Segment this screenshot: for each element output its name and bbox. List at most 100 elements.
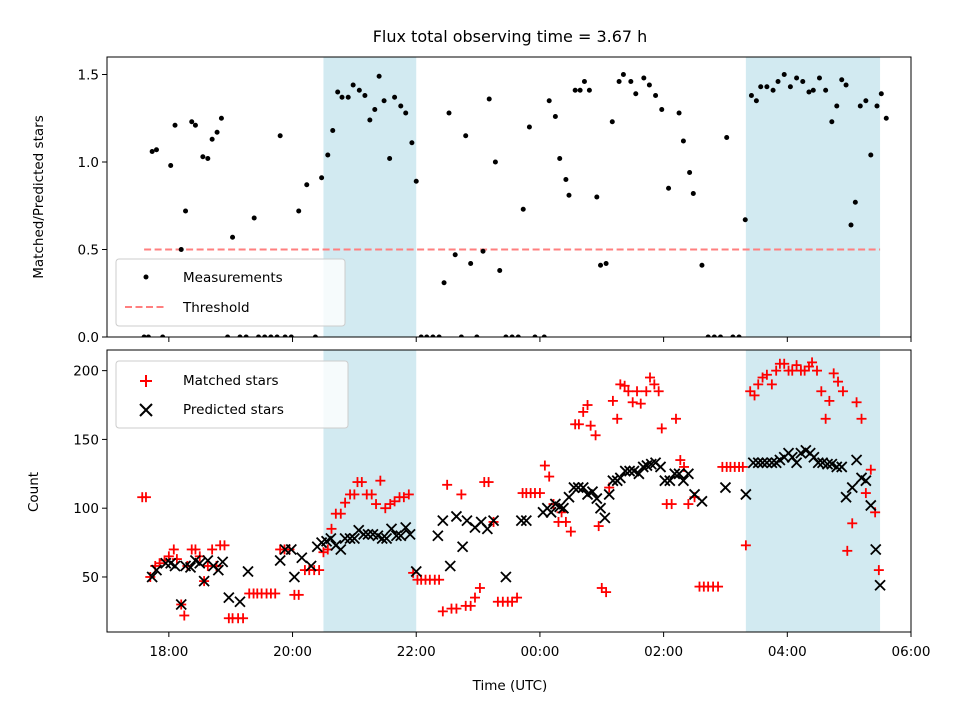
matched-star-point <box>293 589 304 600</box>
measurement-point <box>857 103 863 109</box>
predicted-star-point <box>840 491 852 503</box>
matched-star-point <box>619 380 630 391</box>
x-tick-label: 18:00 <box>149 644 188 660</box>
measurement-point <box>463 133 469 139</box>
matched-star-point <box>179 610 190 621</box>
predicted-star-point <box>846 481 858 494</box>
predicted-star-point <box>520 514 532 527</box>
measurement-point <box>633 91 639 97</box>
predicted-star-point <box>400 521 412 534</box>
measurement-point <box>387 156 393 161</box>
measurement-point <box>753 98 759 104</box>
measurement-point <box>563 177 569 182</box>
legend-label-matched: Matched stars <box>183 373 279 389</box>
matched-star-point <box>585 420 596 431</box>
matched-star-point <box>807 357 818 368</box>
predicted-star-point <box>677 475 690 487</box>
measurement-point <box>424 334 430 337</box>
measurement-point <box>787 84 793 90</box>
measurement-point <box>718 334 724 337</box>
predicted-star-point <box>623 465 636 477</box>
x-tick-label: 02:00 <box>644 644 683 660</box>
measurement-point <box>541 334 547 337</box>
measurement-point <box>251 215 257 221</box>
predicted-star-point <box>335 543 347 556</box>
measurement-point <box>552 114 558 119</box>
y-tick-label: 50 <box>82 570 99 586</box>
matched-star-point <box>670 413 681 424</box>
measurement-point <box>594 194 600 200</box>
measurement-point <box>149 149 155 154</box>
y-tick-label: 100 <box>73 501 99 517</box>
measurement-point <box>274 334 280 337</box>
predicted-star-point <box>385 523 398 535</box>
predicted-star-point <box>870 543 882 556</box>
measurement-point <box>764 84 770 90</box>
measurement-point <box>680 138 686 144</box>
matched-star-point <box>168 544 179 555</box>
predicted-star-point <box>599 512 611 524</box>
measurement-point <box>526 124 532 130</box>
measurement-point <box>659 107 665 112</box>
matched-star-point <box>326 523 337 534</box>
measurement-point <box>350 82 356 88</box>
measurement-point <box>288 334 294 337</box>
matched-star-point <box>873 565 884 576</box>
predicted-star-point <box>432 530 444 542</box>
measurement-point <box>304 182 310 188</box>
matched-star-point <box>539 460 550 471</box>
predicted-star-point <box>860 475 872 487</box>
measurement-point <box>794 75 800 81</box>
matched-star-point <box>207 544 218 555</box>
matched-star-point <box>607 395 618 406</box>
measurement-point <box>452 252 458 258</box>
matched-star-point <box>615 379 626 390</box>
matched-star-point <box>573 419 584 430</box>
predicted-star-point <box>242 565 254 578</box>
predicted-star-point <box>169 560 181 572</box>
measurement-point <box>268 334 274 337</box>
top-panel: 0.0 0.5 1.0 1.5 Matched/Predicted stars Mea… <box>31 56 912 346</box>
measurement-point <box>848 222 854 228</box>
measurement-point <box>200 154 206 160</box>
x-axis-label: Time (UTC) <box>472 678 548 694</box>
predicted-star-point <box>812 457 824 469</box>
measurement-point <box>218 115 224 121</box>
y-tick-label: 0.5 <box>78 243 99 259</box>
measurement-point <box>781 72 787 77</box>
predicted-stars-series <box>146 444 886 611</box>
matched-star-point <box>140 492 151 503</box>
bottom-panel-ylabel: Count <box>26 472 42 512</box>
measurement-point <box>616 79 622 84</box>
matched-star-point <box>791 360 802 371</box>
measurement-point <box>372 107 378 112</box>
bottom-panel: 50 100 150 200 18:00 20:00 22:00 00:00 02:00 04:… <box>26 349 930 694</box>
x-tick-label: 04:00 <box>768 644 807 660</box>
predicted-star-point <box>194 557 206 569</box>
measurement-point <box>403 110 409 116</box>
predicted-star-point <box>325 532 337 545</box>
measurement-point <box>628 79 634 84</box>
predicted-star-point <box>603 488 615 501</box>
predicted-star-point <box>874 579 886 591</box>
predicted-star-point <box>637 461 649 473</box>
x-tick-label: 00:00 <box>520 644 559 660</box>
measurement-point <box>474 334 480 337</box>
predicted-star-point <box>752 457 764 469</box>
measurement-point <box>339 94 345 100</box>
matched-star-point <box>851 397 862 408</box>
measurement-point <box>586 87 592 93</box>
matched-star-point <box>820 413 831 424</box>
matched-star-point <box>645 372 656 383</box>
matched-star-point <box>761 369 772 380</box>
predicted-star-point <box>212 564 224 576</box>
y-tick-label: 200 <box>73 364 99 380</box>
measurement-point <box>839 77 845 83</box>
matched-star-point <box>145 571 156 582</box>
matched-star-point <box>635 398 646 409</box>
predicted-star-point <box>274 554 286 567</box>
predicted-star-point <box>437 514 449 527</box>
predicted-star-point <box>766 457 778 469</box>
matched-star-point <box>837 386 848 397</box>
